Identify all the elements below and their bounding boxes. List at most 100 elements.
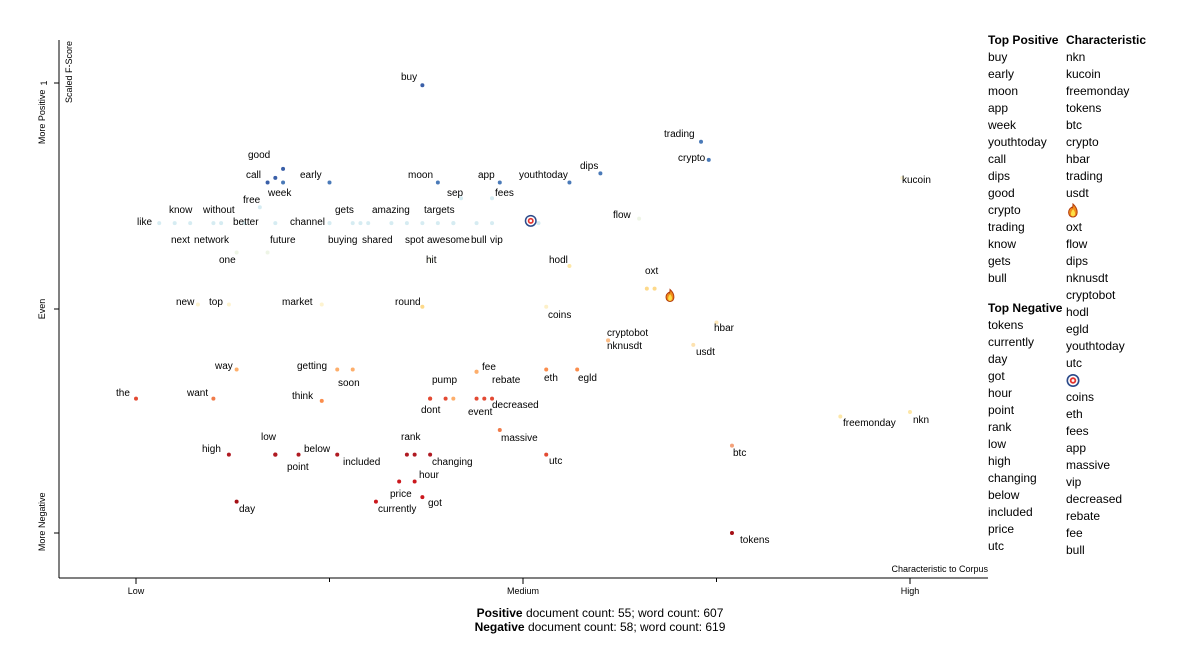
top-positive-list: Top Positive buy early moon app week youthtod… [988, 32, 1058, 287]
label-rank: rank [401, 432, 421, 443]
label-dips: dips [580, 161, 598, 172]
point-changing [428, 452, 433, 457]
point-vip [490, 221, 495, 226]
scatter-point [536, 221, 541, 226]
top-negative-item-low: low [988, 437, 1007, 451]
label-kucoin: kucoin [902, 175, 931, 186]
point-oxt [652, 286, 657, 291]
label-vip: vip [490, 235, 503, 246]
point-know [172, 221, 177, 226]
top-negative-item-high: high [988, 454, 1011, 468]
top-negative-item-got: got [988, 369, 1005, 383]
point-future [273, 221, 278, 226]
top-negative-title: Top Negative [988, 301, 1063, 315]
point-hodl [567, 264, 572, 269]
top-positive-item-app: app [988, 101, 1009, 115]
label-buy: buy [401, 72, 417, 83]
label-round: round [395, 297, 421, 308]
labels: buy trading crypto dips kucoin good call weekea… [116, 72, 931, 546]
point-good [281, 166, 286, 171]
top-positive-item-trading: trading [988, 220, 1025, 234]
top-positive-item-youthtoday: youthtoday [988, 135, 1047, 149]
point-rank [412, 452, 417, 457]
top-negative-item-changing: changing [988, 471, 1037, 485]
characteristic-item-oxt: oxt [1066, 220, 1083, 234]
point-moon [435, 180, 440, 185]
point-think [319, 398, 324, 403]
characteristic-list: Characteristic nkn kucoin freemonday tokens… [1066, 32, 1146, 559]
point-got [420, 495, 425, 500]
point-way [234, 367, 239, 372]
label-tokens: tokens [740, 535, 769, 546]
positive-stats: Positive document count: 55; word count:… [0, 606, 1200, 620]
point-spot [420, 221, 425, 226]
label-think: think [292, 391, 314, 402]
point-buy [420, 83, 425, 88]
top-positive-item-call: call [988, 152, 1007, 166]
label-nknusdt: nknusdt [607, 341, 642, 352]
label-pump: pump [432, 375, 457, 386]
label-good: good [248, 150, 270, 161]
characteristic-item-rebate: rebate [1066, 509, 1101, 523]
label-know: know [169, 205, 193, 216]
label-new: new [176, 297, 195, 308]
label-event: event [468, 407, 493, 418]
label-call: call [246, 170, 261, 181]
point-nkn [908, 410, 912, 415]
point-fees [490, 196, 495, 201]
point-gets [358, 221, 363, 226]
label-hodl: hodl [549, 255, 568, 266]
point-eth [544, 367, 549, 372]
top-negative-item-day: day [988, 352, 1008, 366]
negative-stats: Negative document count: 58; word count:… [0, 620, 1200, 634]
top-negative-item-point: point [988, 403, 1015, 417]
characteristic-item-btc: btc [1066, 118, 1083, 132]
characteristic-item-decreased: decreased [1066, 492, 1123, 506]
label-massive: massive [501, 433, 538, 444]
point-early [327, 180, 332, 185]
point-like [157, 221, 162, 226]
characteristic-item-flow: flow [1066, 237, 1088, 251]
y-tick-label: 1 [39, 80, 49, 85]
top-positive-item-gets: gets [988, 254, 1011, 268]
label-sep: sep [447, 188, 464, 199]
point-day [234, 499, 239, 504]
label-decreased: decreased [492, 400, 539, 411]
point-utc [544, 452, 549, 457]
point-awesome [451, 221, 456, 226]
fire-icon [665, 288, 675, 302]
label-oxt: oxt [645, 266, 659, 277]
label-youthtoday: youthtoday [519, 170, 568, 181]
point-below [296, 452, 301, 457]
characteristic-item-nknusdt: nknusdt [1066, 271, 1109, 285]
point-point [273, 452, 278, 457]
point-included [335, 452, 340, 457]
characteristic-item-trading: trading [1066, 169, 1103, 183]
label-price: price [390, 489, 412, 500]
characteristic-item-eth: eth [1066, 407, 1083, 421]
top-positive-item-crypto: crypto [988, 203, 1021, 217]
point-buying [350, 221, 355, 226]
label-point: point [287, 462, 309, 473]
point-hit [428, 257, 433, 262]
point-decreased [490, 396, 495, 401]
x-tick-label-medium: Medium [507, 586, 539, 596]
point-bull [474, 221, 479, 226]
characteristic-item-usdt: usdt [1066, 186, 1089, 200]
label-day: day [239, 504, 255, 515]
characteristic-item-hodl: hodl [1066, 305, 1089, 319]
label-eth: eth [544, 373, 558, 384]
point-high [226, 452, 231, 457]
characteristic-item-massive: massive [1066, 458, 1111, 472]
top-positive-item-week: week [988, 118, 1017, 132]
top-positive-item-good: good [988, 186, 1015, 200]
positive-counts: document count: 55; word count: 607 [522, 606, 724, 620]
point-event [482, 396, 487, 401]
positive-label: Positive [476, 606, 523, 620]
label-btc: btc [733, 448, 746, 459]
scatter-point [474, 396, 479, 401]
point-amazing [404, 221, 409, 226]
top-negative-item-utc: utc [988, 539, 1005, 553]
point-freemonday [838, 414, 843, 419]
point-usdt [691, 342, 696, 347]
